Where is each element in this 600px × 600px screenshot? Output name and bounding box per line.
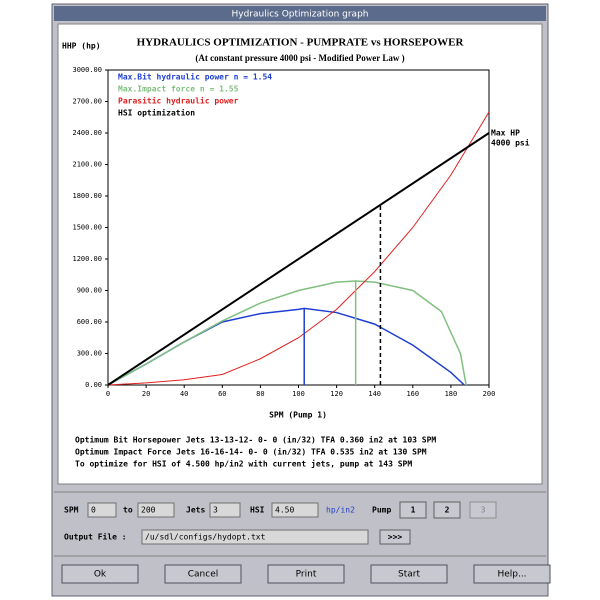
- input[interactable]: [87, 502, 117, 518]
- input[interactable]: [271, 502, 319, 518]
- x-axis-label: SPM (Pump 1): [269, 411, 327, 420]
- label: Pump: [372, 506, 391, 515]
- y-tick-label: 1500.00: [72, 224, 102, 232]
- y-tick-label: 1800.00: [72, 192, 102, 200]
- unit: hp/in2: [326, 506, 355, 515]
- x-tick-label: 120: [330, 390, 343, 398]
- y-tick-label: 1200.00: [72, 255, 102, 263]
- button-label: Cancel: [188, 570, 219, 580]
- pump-button-label: 2: [445, 506, 450, 515]
- result-line: To optimize for HSI of 4.500 hp/in2 with…: [75, 459, 412, 469]
- button[interactable]: [267, 564, 345, 584]
- pump-button-label: 3: [481, 506, 486, 515]
- annotation: Max HP: [491, 129, 520, 138]
- result-line: Optimum Bit Horsepower Jets 13-13-12- 0-…: [75, 435, 436, 445]
- y-tick-label: 3000.00: [72, 66, 102, 74]
- series-line: [107, 132, 490, 386]
- pump-button[interactable]: [399, 501, 427, 519]
- x-tick-label: 160: [406, 390, 419, 398]
- label: Jets: [186, 506, 205, 515]
- y-tick-label: 900.00: [77, 287, 102, 295]
- input-value: /u/sdl/configs/hydopt.txt: [145, 533, 266, 542]
- label: Output File :: [64, 532, 127, 542]
- label: to: [123, 506, 133, 515]
- y-tick-label: 0.00: [85, 381, 102, 389]
- pump-button-label: 1: [411, 506, 416, 515]
- button-label: Help...: [497, 570, 526, 580]
- input-value: 3: [213, 506, 218, 515]
- button-label: Print: [296, 570, 317, 580]
- x-tick-label: 40: [180, 390, 188, 398]
- legend-entry: Max.Impact force n = 1.55: [118, 85, 239, 94]
- browse-label: >>>: [388, 533, 403, 542]
- title-bar: [54, 6, 546, 21]
- input-value: 4.50: [275, 506, 294, 515]
- legend-entry: Max.Bit hydraulic power n = 1.54: [118, 72, 272, 82]
- chart-panel: [57, 23, 543, 485]
- input[interactable]: [137, 502, 175, 518]
- button-label: Ok: [94, 570, 107, 580]
- x-tick-label: 80: [256, 390, 264, 398]
- annotation: 4000 psi: [491, 138, 530, 148]
- legend-entry: Parasitic hydraulic power: [118, 96, 239, 106]
- input-value: 200: [141, 506, 156, 515]
- input[interactable]: [141, 529, 369, 545]
- input[interactable]: [209, 502, 241, 518]
- y-axis-label: HHP (hp): [62, 42, 101, 51]
- button[interactable]: [370, 564, 448, 584]
- series-line: [107, 111, 490, 386]
- label: SPM: [64, 506, 79, 515]
- x-tick-label: 200: [483, 390, 496, 398]
- button-label: Start: [398, 570, 420, 580]
- series-line: [107, 280, 467, 386]
- result-line: Optimum Impact Force Jets 16-16-14- 0- 0…: [75, 447, 427, 457]
- button[interactable]: [61, 564, 139, 584]
- browse-button[interactable]: [379, 529, 411, 545]
- pump-button[interactable]: [433, 501, 461, 519]
- pump-button[interactable]: [469, 501, 497, 519]
- window-title: Hydraulics Optimization graph: [231, 10, 368, 20]
- legend-entry: HSI optimization: [118, 108, 195, 118]
- y-tick-label: 2100.00: [72, 161, 102, 169]
- y-tick-label: 2400.00: [72, 129, 102, 137]
- chart-subtitle: (At constant pressure 4000 psi - Modifie…: [195, 53, 404, 63]
- x-tick-label: 0: [106, 390, 110, 398]
- y-tick-label: 2700.00: [72, 98, 102, 106]
- button[interactable]: [164, 564, 242, 584]
- chart-title: HYDRAULICS OPTIMIZATION - PUMPRATE vs HO…: [137, 37, 465, 49]
- button[interactable]: [473, 564, 551, 584]
- x-tick-label: 140: [368, 390, 381, 398]
- x-tick-label: 20: [142, 390, 150, 398]
- input-value: 0: [91, 506, 96, 515]
- label: HSI: [250, 506, 265, 515]
- form: SPM 0 to 200 Jets 3 HSI 4.50 hp/in2 Pump…: [64, 501, 497, 545]
- y-tick-label: 600.00: [77, 318, 102, 326]
- x-tick-label: 60: [218, 390, 226, 398]
- x-tick-label: 100: [292, 390, 305, 398]
- y-tick-label: 300.00: [77, 350, 102, 358]
- x-tick-label: 180: [445, 390, 458, 398]
